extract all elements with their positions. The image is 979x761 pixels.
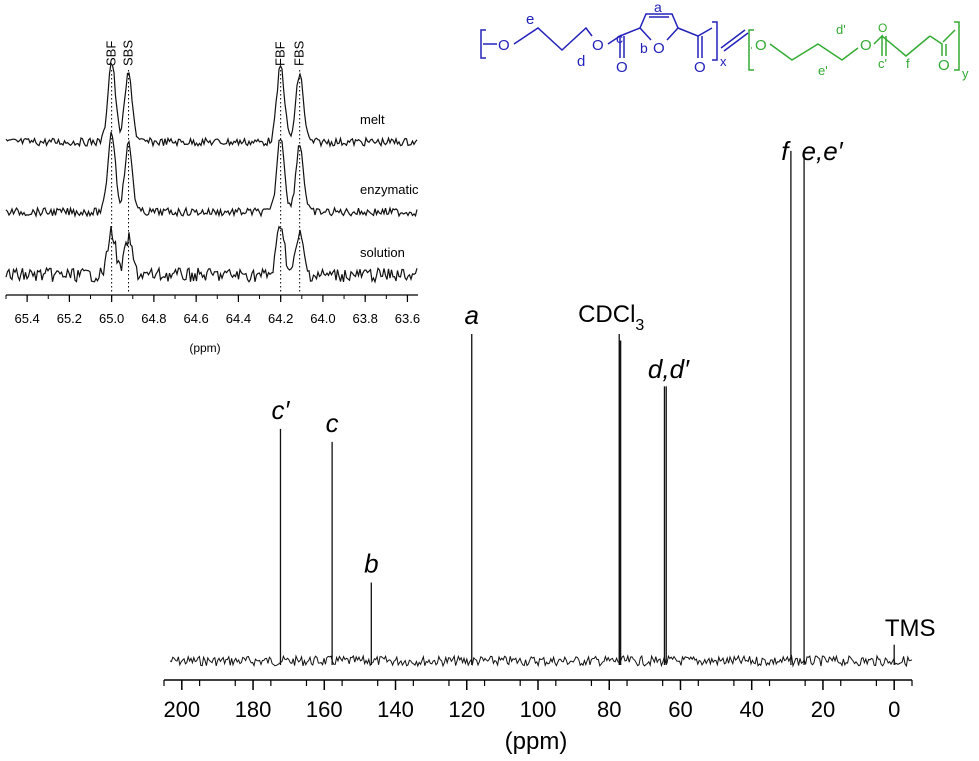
main-peak-label-2: b bbox=[364, 549, 378, 579]
main-tick-label-140: 140 bbox=[377, 697, 414, 722]
main-tick-label-200: 200 bbox=[163, 697, 200, 722]
main-peak-label-0: c′ bbox=[272, 395, 291, 425]
inset-tick-label: 63.6 bbox=[395, 311, 420, 326]
inset-trace-enzymatic bbox=[5, 131, 418, 219]
main-peaks bbox=[279, 150, 895, 665]
inset-tick-label: 64.6 bbox=[183, 311, 208, 326]
inset-trace-solution bbox=[5, 225, 418, 284]
block1-label-c: c bbox=[616, 30, 623, 46]
block2-o3: O bbox=[878, 21, 887, 35]
inset-tick-label: 64.0 bbox=[310, 311, 335, 326]
block2-o4: O bbox=[938, 57, 950, 74]
inset-ref-label-SBS: SBS bbox=[121, 40, 136, 66]
main-peak-label-4: CDCl3 bbox=[578, 301, 644, 334]
inset-ref-label-FBF: FBF bbox=[273, 41, 288, 66]
polymer-structure: O e d O c O a b O O x O d' bbox=[480, 0, 969, 81]
main-peak-label-10: e,e′ bbox=[802, 136, 844, 166]
block2-label-d-prime: d' bbox=[836, 22, 846, 37]
main-tick-label-160: 160 bbox=[306, 697, 343, 722]
block1-labels: O e d O c O a b O O x bbox=[498, 0, 727, 76]
inset-tick-label: 64.2 bbox=[268, 311, 293, 326]
block2-label-f: f bbox=[906, 56, 910, 71]
inset-x-ticks: 65.4 65.2 65.0 64.8 64.6 64.4 64.2 64.0 63.8 63.6 bbox=[5, 295, 420, 326]
main-tick-label-120: 120 bbox=[448, 697, 485, 722]
main-tick-label-100: 100 bbox=[520, 697, 557, 722]
main-x-axis-label: (ppm) bbox=[505, 728, 568, 755]
main-peak-label-sub: 3 bbox=[635, 317, 644, 334]
main-peak-label-1: c bbox=[326, 408, 339, 438]
main-peak-label-9: f bbox=[781, 136, 791, 166]
main-peak-label-3: a bbox=[465, 300, 479, 330]
inset-tick-label: 64.4 bbox=[226, 311, 251, 326]
block2-o1: O bbox=[755, 37, 767, 54]
main-tick-label-20: 20 bbox=[811, 697, 835, 722]
block2-label-e-prime: e' bbox=[818, 63, 828, 78]
inset-reference-lines: SBF SBS FBF FBS bbox=[104, 40, 307, 294]
block1-o1: O bbox=[498, 37, 510, 54]
main-baseline-trace bbox=[169, 654, 913, 668]
main-peak-label-7: d,d′ bbox=[648, 354, 690, 384]
block2-o2: O bbox=[860, 37, 872, 54]
inset-series-label-melt: melt bbox=[360, 112, 385, 127]
block1-label-a: a bbox=[654, 0, 662, 15]
block1-ring-o: O bbox=[653, 40, 665, 57]
block1-subscript-x: x bbox=[720, 54, 727, 69]
block2-label-c-prime: c' bbox=[878, 56, 887, 71]
block1-o2: O bbox=[592, 37, 604, 54]
block1-o4: O bbox=[694, 59, 706, 76]
inset-x-axis-label: (ppm) bbox=[189, 341, 220, 355]
inset-traces: melt enzymatic solution bbox=[5, 61, 419, 284]
block2-structure bbox=[748, 21, 960, 71]
block2-labels: O d' e' O O c' f O y bbox=[755, 21, 969, 81]
inset-series-label-enzymatic: enzymatic bbox=[360, 182, 419, 197]
main-tick-label-180: 180 bbox=[235, 697, 272, 722]
main-peak-label-11: TMS bbox=[885, 615, 936, 642]
block1-label-d: d bbox=[577, 53, 585, 70]
main-tick-label-60: 60 bbox=[668, 697, 692, 722]
main-tick-label-0: 0 bbox=[888, 697, 900, 722]
inset-tick-label: 65.0 bbox=[99, 311, 124, 326]
main-tick-label-40: 40 bbox=[739, 697, 763, 722]
block2-subscript-y: y bbox=[962, 66, 969, 81]
inset-tick-label: 63.8 bbox=[353, 311, 378, 326]
inset-series-label-solution: solution bbox=[360, 245, 405, 260]
inset-tick-label: 64.8 bbox=[141, 311, 166, 326]
block1-label-e: e bbox=[526, 11, 534, 28]
inset-trace-melt bbox=[5, 61, 418, 148]
main-spectrum: 200 180 160 140 120 100 80 60 40 20 0 (ppm) c′ cba C… bbox=[163, 136, 936, 755]
inset-ref-label-SBF: SBF bbox=[104, 41, 119, 66]
inset-tick-label: 65.4 bbox=[14, 311, 39, 326]
main-tick-label-80: 80 bbox=[597, 697, 621, 722]
inset-tick-label: 65.2 bbox=[57, 311, 82, 326]
main-x-ticks: 200 180 160 140 120 100 80 60 40 20 0 bbox=[163, 680, 913, 722]
block1-o3: O bbox=[616, 59, 628, 76]
block1-structure bbox=[480, 13, 749, 61]
block1-label-b: b bbox=[640, 40, 648, 56]
inset-ref-label-FBS: FBS bbox=[292, 40, 307, 66]
